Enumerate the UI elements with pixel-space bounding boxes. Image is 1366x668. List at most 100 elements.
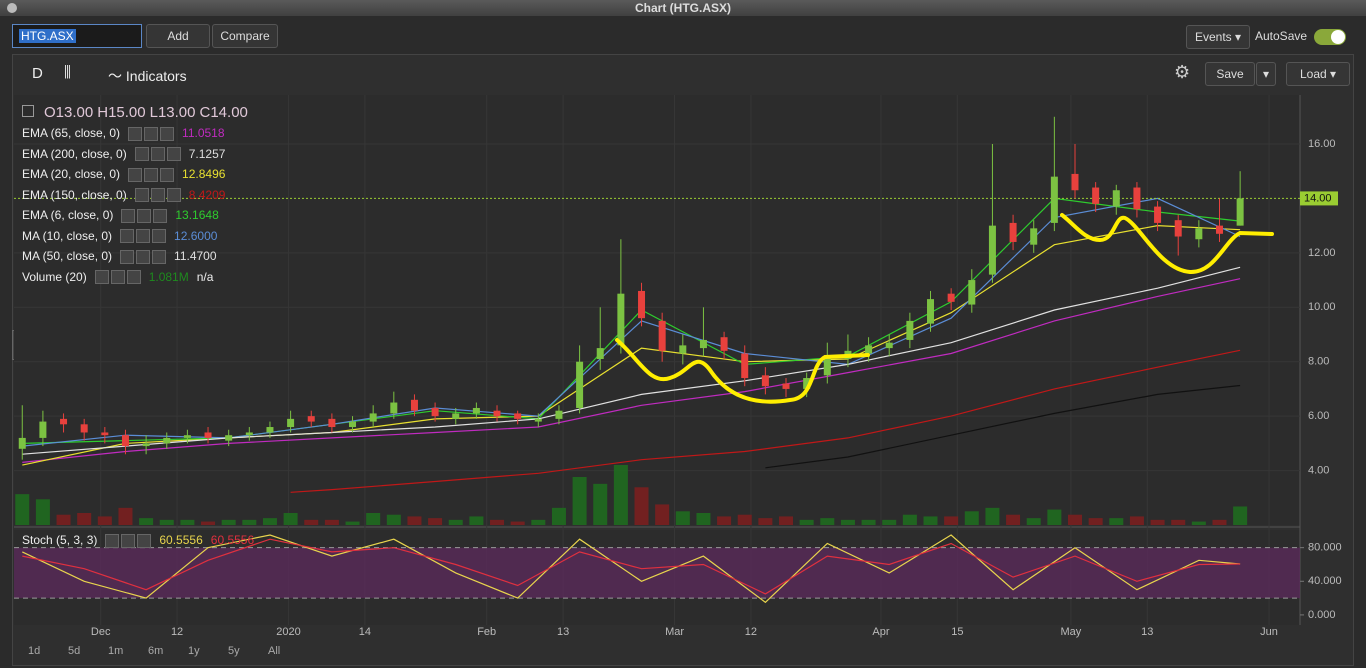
legend-value: 7.1257 <box>188 146 226 161</box>
volume-bar <box>469 516 484 525</box>
x-tick-label: 12 <box>745 626 757 638</box>
legend-value: 12.8496 <box>182 167 226 181</box>
legend-icon <box>150 188 165 203</box>
symbol-input[interactable]: HTG.ASX <box>12 24 142 48</box>
plot-area <box>14 95 1300 525</box>
range-button[interactable]: All <box>268 645 281 657</box>
legend-icon <box>105 533 120 548</box>
range-button[interactable]: 1y <box>188 645 200 657</box>
volume-bar <box>1212 519 1227 525</box>
candle-icon[interactable]: ⫼ <box>64 64 71 81</box>
volume-bar <box>1026 518 1041 525</box>
x-tick-label: 15 <box>951 626 963 638</box>
candle-body <box>1112 190 1120 207</box>
period-button[interactable]: D <box>32 65 43 82</box>
save-menu[interactable]: ▾ <box>1256 62 1276 86</box>
x-tick-label: May <box>1060 626 1081 638</box>
candle-body <box>18 437 26 449</box>
annotation-stroke <box>1060 213 1274 275</box>
volume-bar <box>531 519 546 525</box>
volume-bar <box>283 513 298 525</box>
volume-bar <box>242 519 257 525</box>
volume-bar <box>15 494 30 525</box>
close-dot[interactable] <box>7 3 17 13</box>
legend-icons <box>118 249 167 264</box>
volume-bar <box>159 519 174 525</box>
annotation-stroke <box>615 338 870 404</box>
volume-bar <box>593 483 608 525</box>
y-tick-label: 8.00 <box>1308 356 1329 368</box>
volume-bar <box>1109 518 1124 525</box>
legend-icon <box>152 229 167 244</box>
volume-bar <box>304 519 319 525</box>
candle-body <box>183 435 191 438</box>
candle-body <box>823 356 831 376</box>
y-tick-label: 6.00 <box>1308 410 1329 422</box>
autosave-toggle[interactable] <box>1314 29 1346 45</box>
volume-bar <box>613 465 628 525</box>
candle-body <box>1133 187 1141 210</box>
add-button[interactable]: Add <box>146 24 210 48</box>
volume-bar <box>510 521 525 525</box>
stoch-band <box>14 547 1300 599</box>
candle-body <box>865 345 873 354</box>
candle-body <box>80 424 88 433</box>
range-button[interactable]: 1d <box>28 645 41 657</box>
candle-body <box>617 293 625 346</box>
compare-button[interactable]: Compare <box>212 24 278 48</box>
settings-icon[interactable]: ⚙ <box>1174 62 1191 82</box>
legend-item: MA (10, close, 0) 12.6000 <box>22 227 217 245</box>
indicators-button[interactable]: 〜 Indicators <box>108 68 187 84</box>
ohlc-value: 15.00 <box>108 104 146 121</box>
candle-body <box>741 353 749 379</box>
candle-body <box>782 383 790 389</box>
legend-icon <box>128 167 143 182</box>
legend-icon <box>166 147 181 162</box>
candle-body <box>287 418 295 428</box>
candle-body <box>349 421 357 428</box>
volume-bar <box>923 516 938 525</box>
candle-body <box>761 375 769 387</box>
ohlc-value: 13.00 <box>55 104 94 121</box>
legend-name: EMA (6, close, 0) <box>22 208 114 222</box>
last-price-label: 14.00 <box>1304 192 1332 204</box>
y-tick-label: 4.00 <box>1308 464 1329 476</box>
volume-bar <box>118 507 133 525</box>
candle-body <box>906 320 914 340</box>
x-tick-label: 13 <box>557 626 569 638</box>
volume-bar <box>675 511 690 525</box>
legend-icons <box>103 533 152 548</box>
candle-body <box>638 290 646 319</box>
volume-bar <box>820 518 835 525</box>
volume-bar <box>572 477 587 525</box>
volume-bar <box>139 518 154 525</box>
range-button[interactable]: 1m <box>108 645 124 657</box>
legend-icon <box>137 533 152 548</box>
volume-bar <box>1233 506 1248 525</box>
candle-body <box>555 410 563 419</box>
volume-bar <box>428 518 443 525</box>
load-button[interactable]: Load ▾ <box>1286 62 1350 86</box>
events-button[interactable]: Events ▾ <box>1186 25 1250 49</box>
volume-bar <box>944 516 959 525</box>
legend-icons <box>126 167 175 182</box>
candle-body <box>245 432 253 436</box>
candle-body <box>1071 173 1079 191</box>
volume-bar <box>964 511 979 525</box>
save-button[interactable]: Save <box>1205 62 1255 86</box>
x-tick-label: Mar <box>665 626 684 638</box>
range-button[interactable]: 5y <box>228 645 240 657</box>
range-button[interactable]: 6m <box>148 645 164 657</box>
range-button[interactable]: 5d <box>68 645 81 657</box>
candle-body <box>39 421 47 438</box>
legend-icon <box>152 249 167 264</box>
legend-value: 8.4209 <box>188 187 226 202</box>
legend-icons <box>126 126 175 141</box>
ohlc-key: H <box>97 104 109 121</box>
candle-body <box>472 407 480 414</box>
x-tick-label: Apr <box>872 626 889 638</box>
volume-bar <box>737 514 752 525</box>
legend-item: Stoch (5, 3, 3) 60.5556 60.5556 <box>22 531 254 549</box>
x-tick-label: 13 <box>1141 626 1153 638</box>
